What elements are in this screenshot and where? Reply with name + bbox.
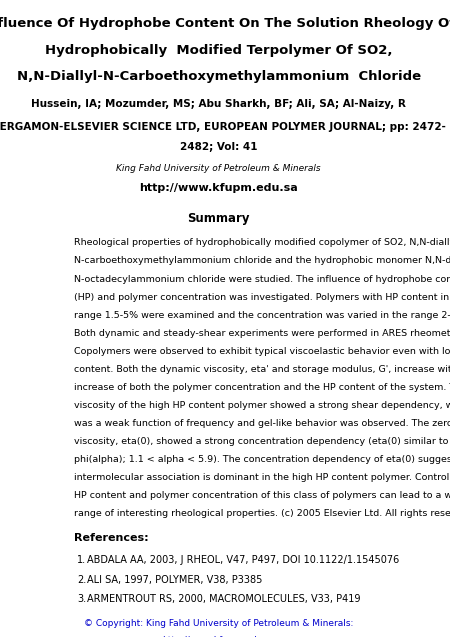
- Text: N,N-Diallyl-N-Carboethoxymethylammonium  Chloride: N,N-Diallyl-N-Carboethoxymethylammonium …: [17, 70, 421, 83]
- Text: 1.: 1.: [77, 555, 86, 566]
- Text: phi(alpha); 1.1 < alpha < 5.9). The concentration dependency of eta(0) suggests : phi(alpha); 1.1 < alpha < 5.9). The conc…: [74, 455, 450, 464]
- Text: HP content and polymer concentration of this class of polymers can lead to a wid: HP content and polymer concentration of …: [74, 491, 450, 501]
- Text: Rheological properties of hydrophobically modified copolymer of SO2, N,N-diallyl: Rheological properties of hydrophobicall…: [74, 238, 450, 247]
- Text: http://www.kfupm.edu.sa: http://www.kfupm.edu.sa: [139, 183, 298, 193]
- Text: ALI SA, 1997, POLYMER, V38, P3385: ALI SA, 1997, POLYMER, V38, P3385: [87, 575, 262, 585]
- Text: PERGAMON-ELSEVIER SCIENCE LTD, EUROPEAN POLYMER JOURNAL; pp: 2472-: PERGAMON-ELSEVIER SCIENCE LTD, EUROPEAN …: [0, 122, 446, 132]
- Text: Copolymers were observed to exhibit typical viscoelastic behavior even with low : Copolymers were observed to exhibit typi…: [74, 347, 450, 356]
- Text: ARMENTROUT RS, 2000, MACROMOLECULES, V33, P419: ARMENTROUT RS, 2000, MACROMOLECULES, V33…: [87, 594, 360, 604]
- Text: range 1.5-5% were examined and the concentration was varied in the range 2-5 wt%: range 1.5-5% were examined and the conce…: [74, 311, 450, 320]
- Text: viscosity of the high HP content polymer showed a strong shear dependency, while: viscosity of the high HP content polymer…: [74, 401, 450, 410]
- Text: was a weak function of frequency and gel-like behavior was observed. The zero-sh: was a weak function of frequency and gel…: [74, 419, 450, 428]
- Text: increase of both the polymer concentration and the HP content of the system. The: increase of both the polymer concentrati…: [74, 383, 450, 392]
- Text: intermolecular association is dominant in the high HP content polymer. Control o: intermolecular association is dominant i…: [74, 473, 450, 482]
- Text: © Copyright: King Fahd University of Petroleum & Minerals:: © Copyright: King Fahd University of Pet…: [84, 619, 353, 628]
- Text: content. Both the dynamic viscosity, eta' and storage modulus, G', increase with: content. Both the dynamic viscosity, eta…: [74, 365, 450, 374]
- Text: King Fahd University of Petroleum & Minerals: King Fahd University of Petroleum & Mine…: [116, 164, 321, 173]
- Text: References:: References:: [74, 533, 149, 543]
- Text: Summary: Summary: [187, 212, 250, 225]
- Text: Hydrophobically  Modified Terpolymer Of SO2,: Hydrophobically Modified Terpolymer Of S…: [45, 44, 392, 57]
- Text: viscosity, eta(0), showed a strong concentration dependency (eta(0) similar to: viscosity, eta(0), showed a strong conce…: [74, 437, 449, 446]
- Text: N-carboethoxymethylammonium chloride and the hydrophobic monomer N,N-diallyl-: N-carboethoxymethylammonium chloride and…: [74, 257, 450, 266]
- Text: Both dynamic and steady-shear experiments were performed in ARES rheometer.: Both dynamic and steady-shear experiment…: [74, 329, 450, 338]
- Text: Influence Of Hydrophobe Content On The Solution Rheology Of: Influence Of Hydrophobe Content On The S…: [0, 17, 450, 31]
- Text: N-octadecylammonium chloride were studied. The influence of hydrophobe content: N-octadecylammonium chloride were studie…: [74, 275, 450, 283]
- Text: (HP) and polymer concentration was investigated. Polymers with HP content in the: (HP) and polymer concentration was inves…: [74, 292, 450, 301]
- Text: range of interesting rheological properties. (c) 2005 Elsevier Ltd. All rights r: range of interesting rheological propert…: [74, 510, 450, 519]
- Text: ABDALA AA, 2003, J RHEOL, V47, P497, DOI 10.1122/1.1545076: ABDALA AA, 2003, J RHEOL, V47, P497, DOI…: [87, 555, 399, 566]
- Text: 3.: 3.: [77, 594, 86, 604]
- Text: 2482; Vol: 41: 2482; Vol: 41: [180, 141, 257, 152]
- Text: 2.: 2.: [77, 575, 87, 585]
- Text: Hussein, IA; Mozumder, MS; Abu Sharkh, BF; Ali, SA; Al-Naizy, R: Hussein, IA; Mozumder, MS; Abu Sharkh, B…: [31, 99, 406, 109]
